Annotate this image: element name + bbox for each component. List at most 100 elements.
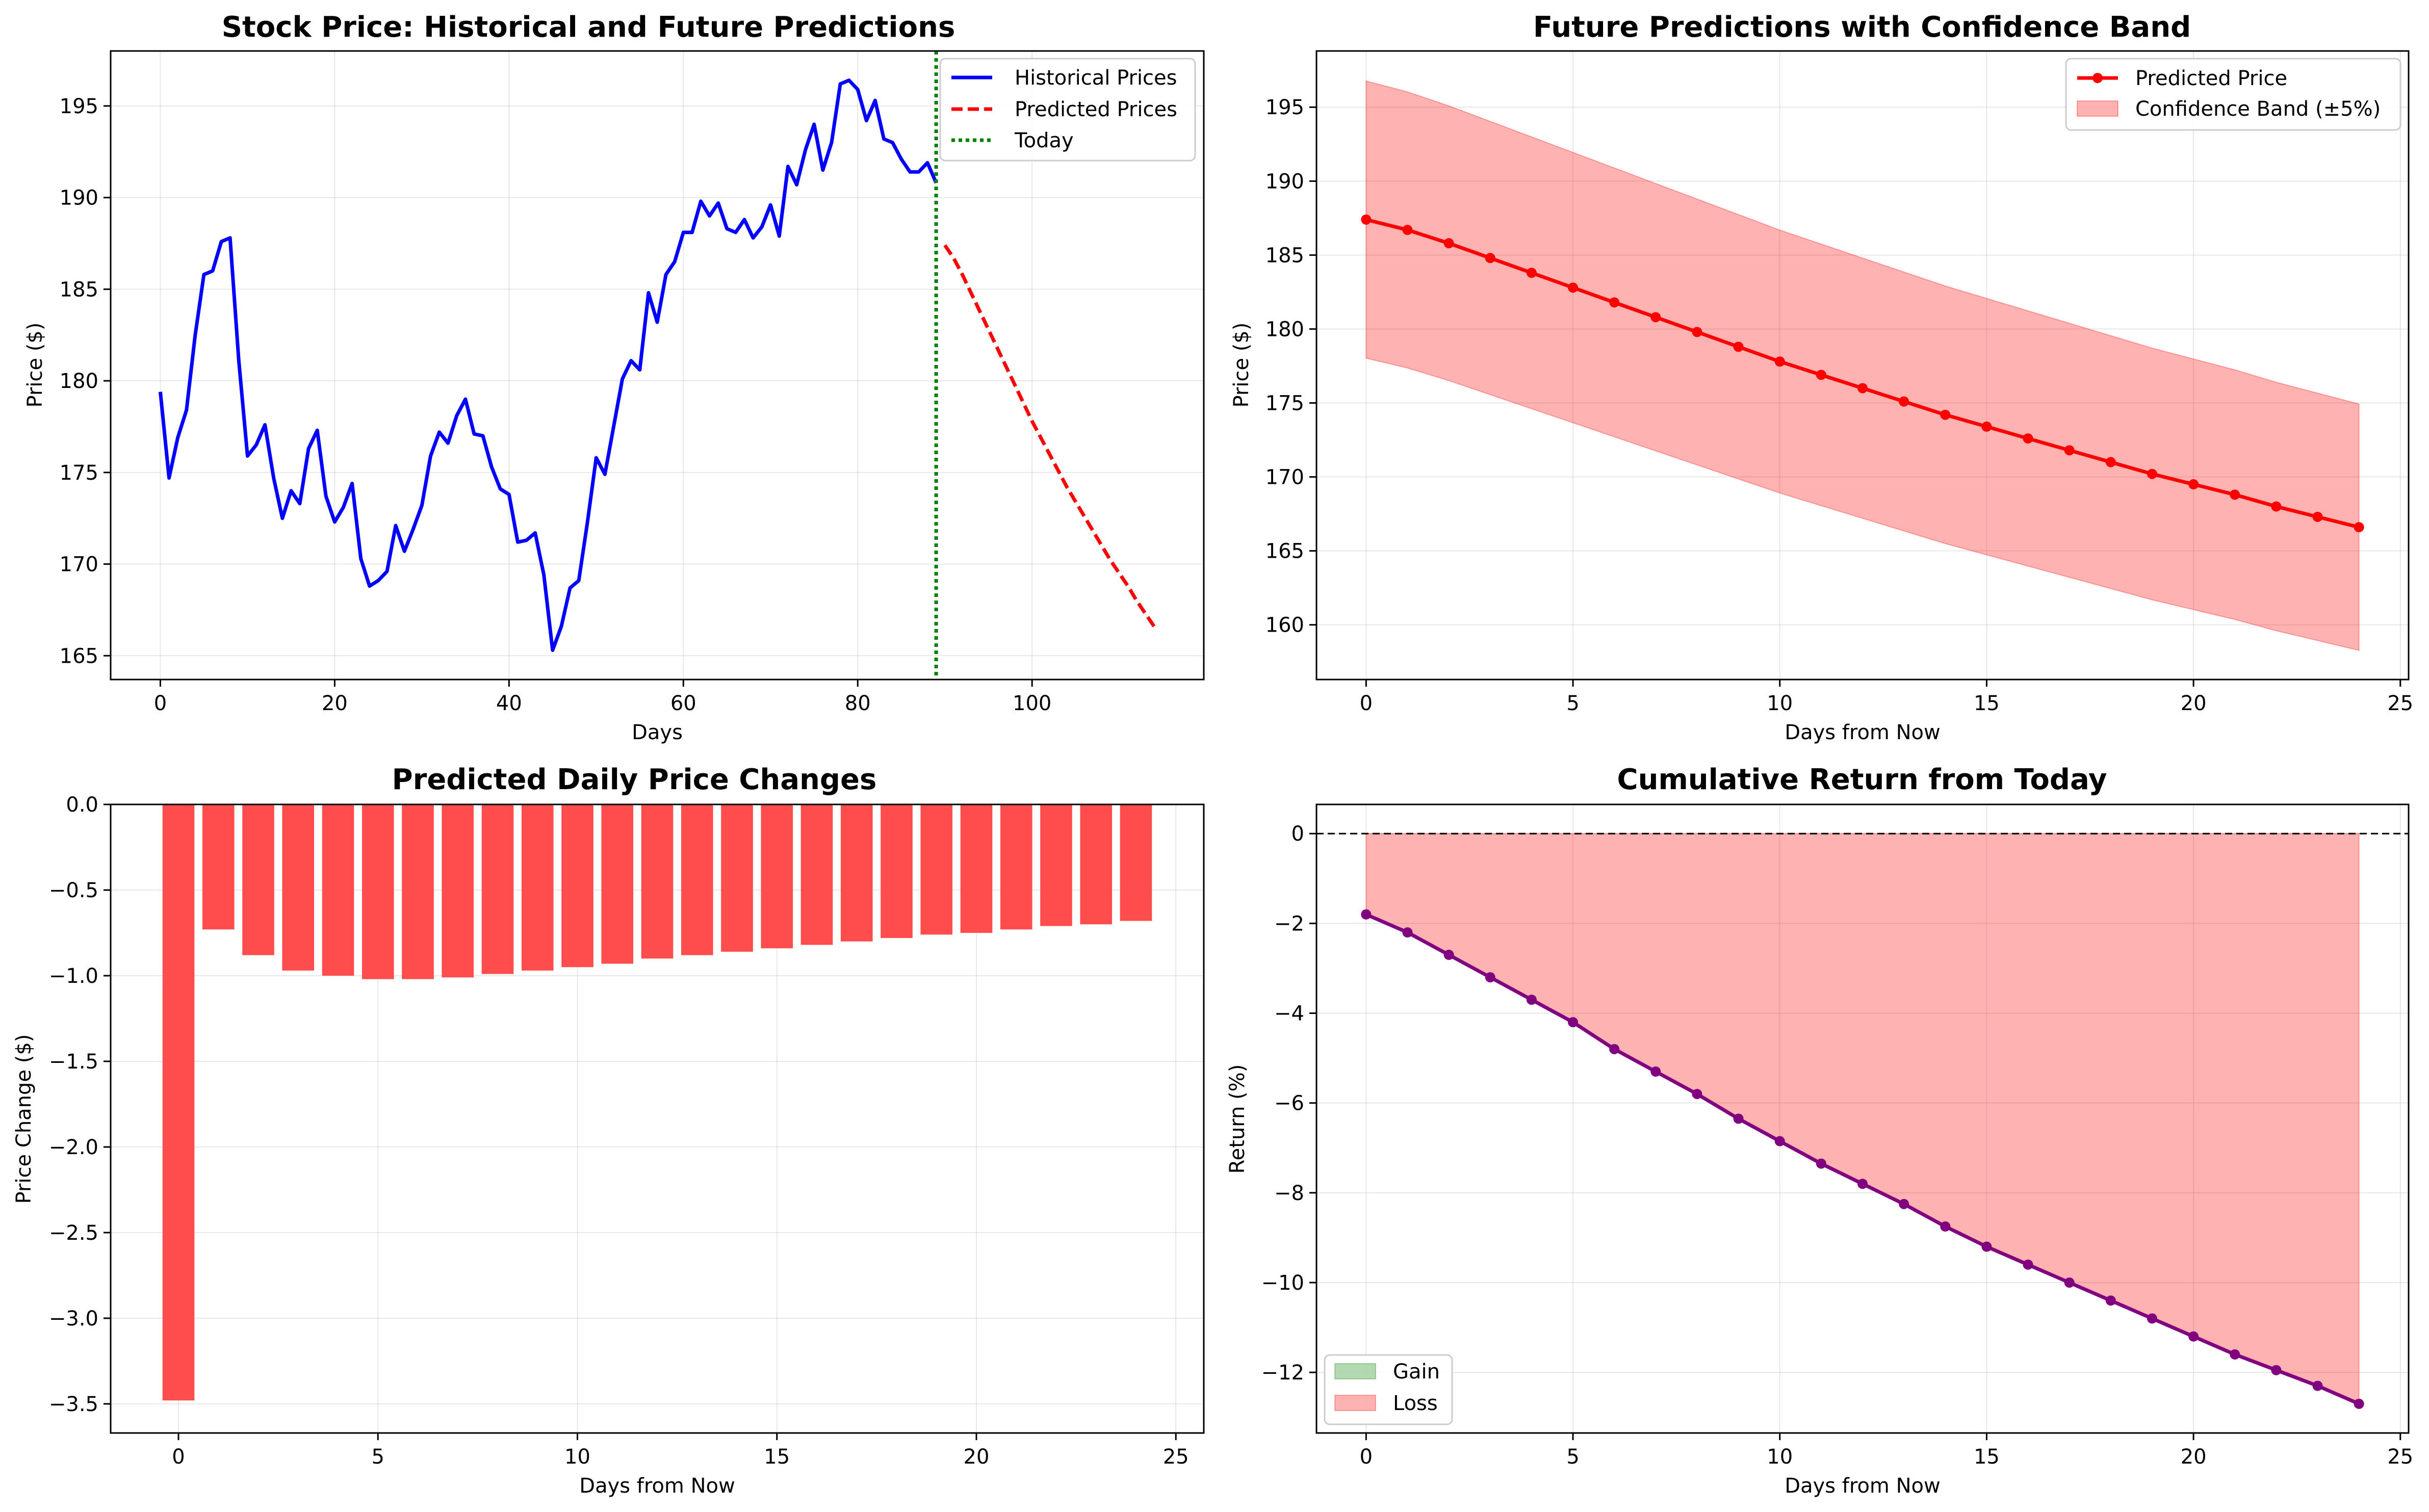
legend-box-4 xyxy=(1324,1354,1453,1425)
y-tick-label: 190 xyxy=(60,187,98,210)
chart-title-3: Predicted Daily Price Changes xyxy=(392,763,877,796)
x-tick-label: 20 xyxy=(964,1445,990,1469)
cumulative-return-point xyxy=(2230,1349,2240,1360)
y-tick-label: −4 xyxy=(1274,1002,1304,1026)
predicted-price-point xyxy=(1526,268,1537,278)
x-tick-label: 10 xyxy=(1767,692,1793,715)
ticks-2: 0 5 10 15 20 25 160 165 170 175 180 185 190 195 xyxy=(1265,96,2414,715)
y-tick-label: 185 xyxy=(1265,244,1304,267)
cumulative-return-point xyxy=(1609,1044,1620,1054)
legend-swatch-gain xyxy=(1334,1363,1376,1379)
y-tick-label: 160 xyxy=(1265,614,1304,637)
predicted-price-point xyxy=(2147,468,2157,479)
panel-confidence-band: Future Predictions with Confidence Band … xyxy=(1230,11,2413,744)
y-tick-label: 195 xyxy=(1265,96,1304,119)
x-tick-label: 60 xyxy=(670,692,696,715)
plot-area-1 xyxy=(158,51,1156,680)
bar-day-change xyxy=(641,804,674,959)
y-tick-label: −3.0 xyxy=(49,1307,98,1331)
cumulative-return-point xyxy=(1650,1066,1661,1077)
predicted-price-point xyxy=(1443,238,1454,249)
series-historical-prices xyxy=(158,79,938,652)
axes-frame-1 xyxy=(110,50,1205,681)
legend-swatch-loss xyxy=(1334,1395,1376,1411)
y-tick-label: −3.5 xyxy=(49,1393,98,1416)
bar-day-change xyxy=(282,804,315,971)
legend-1: Historical Prices Predicted Prices Today xyxy=(939,58,1196,162)
axes-frame-3 xyxy=(110,803,1205,1434)
predicted-price-point xyxy=(1402,225,1413,236)
bar-day-change xyxy=(202,804,235,930)
bar-day-change xyxy=(1040,804,1072,926)
panel-historical-future: Stock Price: Historical and Future Predi… xyxy=(23,11,1205,744)
x-tick-label: 15 xyxy=(1974,692,2000,715)
y-axis-label-4: Return (%) xyxy=(1226,1064,1249,1174)
bar-day-change xyxy=(721,804,753,952)
predicted-price-point xyxy=(1609,297,1620,308)
y-tick-label: 190 xyxy=(1265,170,1304,193)
legend-label-predicted: Predicted Prices xyxy=(1015,98,1177,121)
y-tick-label: −2 xyxy=(1274,912,1304,935)
predicted-price-point xyxy=(1485,253,1495,264)
y-tick-label: 180 xyxy=(60,370,98,393)
predicted-price-point xyxy=(1816,370,1826,380)
x-tick-label: 20 xyxy=(2181,692,2207,715)
panel-daily-changes: Predicted Daily Price Changes 0 5 10 15 20 25… xyxy=(12,763,1205,1498)
x-tick-label: 0 xyxy=(1360,1445,1373,1469)
y-tick-label: 170 xyxy=(60,553,98,577)
legend-box-2 xyxy=(2065,58,2401,131)
x-axis-label-1: Days xyxy=(632,721,683,744)
y-tick-label: −8 xyxy=(1274,1182,1304,1205)
cumulative-return-point xyxy=(1526,995,1537,1005)
predicted-price-point xyxy=(1733,342,1744,352)
legend-label-gain: Gain xyxy=(1393,1360,1440,1384)
x-tick-label: 0 xyxy=(154,692,167,715)
y-tick-label: −12 xyxy=(1261,1361,1304,1385)
legend-swatch-band xyxy=(2077,100,2118,117)
gridlines-1 xyxy=(111,51,1204,680)
legend-box-1 xyxy=(939,58,1196,162)
cumulative-return-point xyxy=(1443,950,1454,960)
y-tick-label: 175 xyxy=(60,461,98,485)
bar-day-change xyxy=(361,804,394,979)
cumulative-return-point xyxy=(2312,1380,2323,1391)
x-tick-label: 5 xyxy=(1566,1445,1579,1469)
predicted-price-point xyxy=(2105,457,2116,467)
predicted-price-point xyxy=(1568,282,1579,293)
bar-day-change xyxy=(761,804,793,949)
cumulative-return-point xyxy=(1692,1089,1702,1100)
chart-title-2: Future Predictions with Confidence Band xyxy=(1533,11,2191,44)
bar-day-change xyxy=(840,804,873,942)
cumulative-return-point xyxy=(2271,1365,2282,1375)
y-tick-label: −1.5 xyxy=(49,1050,98,1074)
y-tick-label: 180 xyxy=(1265,318,1304,341)
bar-day-change xyxy=(561,804,593,968)
x-tick-label: 10 xyxy=(564,1445,590,1469)
y-tick-label: 195 xyxy=(60,95,98,118)
y-axis-label-1: Price ($) xyxy=(23,323,47,408)
axes-frame-2 xyxy=(1315,50,2410,681)
predicted-price-point xyxy=(2271,501,2282,512)
plot-area-3 xyxy=(111,803,1204,1401)
y-tick-label: 165 xyxy=(60,644,98,668)
cumulative-return-point xyxy=(1857,1179,1868,1189)
cumulative-return-point xyxy=(2105,1295,2116,1306)
x-tick-label: 25 xyxy=(2387,1445,2413,1469)
bar-day-change xyxy=(881,804,913,939)
predicted-price-point xyxy=(2230,489,2240,500)
cumulative-return-point xyxy=(1899,1198,1909,1209)
x-tick-label: 100 xyxy=(1013,692,1051,715)
predicted-price-point xyxy=(1692,327,1702,337)
bar-day-change xyxy=(681,804,713,955)
y-tick-label: −1.0 xyxy=(49,964,98,988)
cumulative-return-point xyxy=(1485,972,1495,983)
y-tick-label: 0 xyxy=(1291,822,1304,846)
chart-title-4: Cumulative Return from Today xyxy=(1617,763,2107,796)
y-tick-label: −2.5 xyxy=(49,1221,98,1245)
predicted-price-point xyxy=(2064,445,2075,456)
chart-title-1: Stock Price: Historical and Future Predi… xyxy=(222,11,955,44)
y-tick-label: 0.0 xyxy=(66,793,98,817)
predicted-price-point xyxy=(1774,356,1785,367)
